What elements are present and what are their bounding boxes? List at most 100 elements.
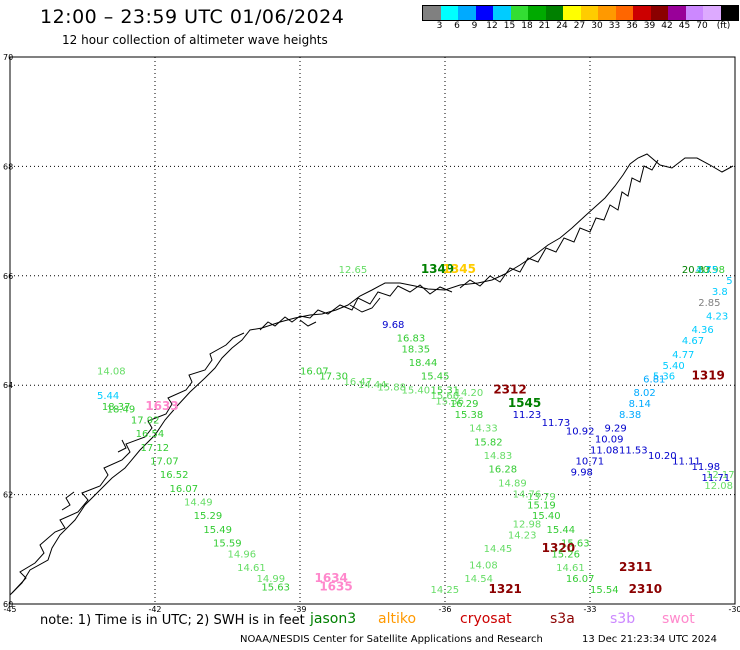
colorbar-label: 18 — [521, 21, 533, 31]
wave-height-label: 1320 — [542, 541, 575, 555]
longitude-tick-label: -45 — [3, 605, 16, 614]
wave-height-label: 4.36 — [692, 325, 714, 336]
wave-height-label: 9.68 — [382, 320, 404, 331]
generation-timestamp: 13 Dec 21:23:34 UTC 2024 — [582, 634, 717, 645]
wave-height-label: 2312 — [493, 382, 526, 396]
colorbar-label: 42 — [661, 21, 673, 31]
wave-height-label: 14.45 — [484, 544, 513, 555]
wave-height-label: 5.40 — [663, 361, 685, 372]
latitude-tick-label: 70 — [3, 53, 13, 62]
wave-height-label: 12.65 — [339, 265, 368, 276]
colorbar-swatch — [493, 6, 511, 20]
wave-height-label: 11.23 — [513, 410, 542, 421]
wave-height-label: 15.29 — [194, 511, 223, 522]
wave-height-label: 16.52 — [160, 470, 189, 481]
graticule — [9, 56, 736, 605]
wave-height-label: 14.54 — [464, 574, 493, 585]
colorbar-swatch — [685, 6, 703, 20]
colorbar-swatch — [545, 6, 563, 20]
wave-height-label: 14.33 — [469, 424, 498, 435]
wave-height-label: 15.49 — [203, 525, 232, 536]
colorbar-label: 3 — [436, 21, 443, 31]
colorbar-swatch — [423, 6, 441, 20]
colorbar-label: 27 — [573, 21, 586, 31]
colorbar-swatch — [510, 6, 528, 20]
wave-height-label: 2.85 — [698, 298, 720, 309]
wave-height-label: 16.07 — [566, 574, 595, 585]
wave-height-colorbar — [422, 5, 739, 21]
wave-height-label: 16.47 — [344, 377, 373, 388]
colorbar-label: 12 — [486, 21, 498, 31]
wave-height-label: 14.89 — [498, 478, 527, 489]
satellite-s3b: s3b — [610, 611, 636, 627]
wave-height-label: 15.26 — [551, 550, 580, 561]
wave-height-label: 14.61 — [237, 563, 266, 574]
wave-height-label: 10.71 — [576, 457, 605, 468]
wave-height-label: 15.40 — [532, 511, 561, 522]
wave-height-label: 15.63 — [561, 539, 590, 550]
wave-height-label: 11.08 — [590, 446, 619, 457]
wave-height-label: 4.77 — [672, 350, 694, 361]
colorbar-swatch — [528, 6, 546, 20]
wave-height-label: 15.66 — [431, 391, 460, 402]
wave-height-label: 9.98 — [571, 467, 593, 478]
wave-height-label: 13.79 — [527, 492, 556, 503]
colorbar-label: (ft) — [716, 21, 731, 31]
wave-height-label: 11.53 — [619, 446, 648, 457]
wave-height-label: 14.99 — [257, 574, 286, 585]
wave-height-label: 17.30 — [319, 372, 348, 383]
wave-height-label: 15.54 — [590, 585, 619, 596]
wave-height-label: 16.83 — [397, 333, 426, 344]
colorbar-label: 15 — [503, 21, 516, 31]
colorbar-swatch — [580, 6, 598, 20]
longitude-tick-label: -39 — [293, 605, 306, 614]
wave-height-label: 9.29 — [605, 424, 627, 435]
wave-height-label: 18.44 — [409, 358, 438, 369]
longitude-tick-label: -30 — [728, 605, 740, 614]
satellite-cryosat: cryosat — [460, 611, 512, 627]
latitude-tick-label: 64 — [3, 381, 13, 390]
wave-height-label: 1635 — [319, 579, 352, 593]
colorbar-label: 24 — [556, 21, 568, 31]
longitude-tick-label: -42 — [148, 605, 161, 614]
colorbar-swatch — [668, 6, 686, 20]
map-frame — [9, 56, 736, 605]
wave-height-label: 11.98 — [692, 462, 721, 473]
wave-height-label: 16.07 — [170, 484, 199, 495]
wave-height-label: 15.31 — [431, 385, 460, 396]
wave-height-label: 1345 — [443, 262, 476, 276]
wave-height-label: 12.98 — [513, 519, 542, 530]
satellite-jason3: jason3 — [310, 611, 357, 627]
colorbar-swatch — [720, 6, 738, 20]
wave-height-label: 11.73 — [542, 418, 571, 429]
footer-note: note: 1) Time is in UTC; 2) SWH is in fe… — [40, 613, 305, 628]
colorbar-label: 39 — [643, 21, 656, 31]
wave-height-label: 12.17 — [706, 470, 735, 481]
wave-height-label: 15.63 — [261, 582, 290, 593]
colorbar-label: 30 — [591, 21, 603, 31]
colorbar-swatch — [598, 6, 616, 20]
wave-height-label: 11.71 — [702, 473, 731, 484]
wave-height-label: 5.36 — [653, 372, 675, 383]
wave-height-label: 18.35 — [402, 344, 431, 355]
longitude-tick-label: -36 — [438, 605, 451, 614]
colorbar-label: 45 — [678, 21, 691, 31]
wave-height-label: 15.59 — [213, 539, 242, 550]
wave-height-label: 14.76 — [513, 489, 542, 500]
wave-height-label: 16.54 — [136, 429, 165, 440]
wave-height-label: 1321 — [489, 582, 522, 596]
wave-height-label: 4.23 — [706, 312, 728, 323]
colorbar-swatch — [633, 6, 651, 20]
colorbar-label: 70 — [696, 21, 708, 31]
wave-height-label: 3.8 — [712, 287, 728, 298]
colorbar-swatch — [475, 6, 493, 20]
wave-height-label: 15.88 — [377, 383, 406, 394]
wave-height-label: 17.12 — [141, 443, 170, 454]
wave-height-label: 4.67 — [682, 336, 704, 347]
wave-height-label: 14.61 — [556, 563, 585, 574]
wave-height-label: 4.75 — [696, 265, 718, 276]
wave-height-label: 14.25 — [431, 585, 460, 596]
wave-height-label: 11.11 — [672, 457, 701, 468]
